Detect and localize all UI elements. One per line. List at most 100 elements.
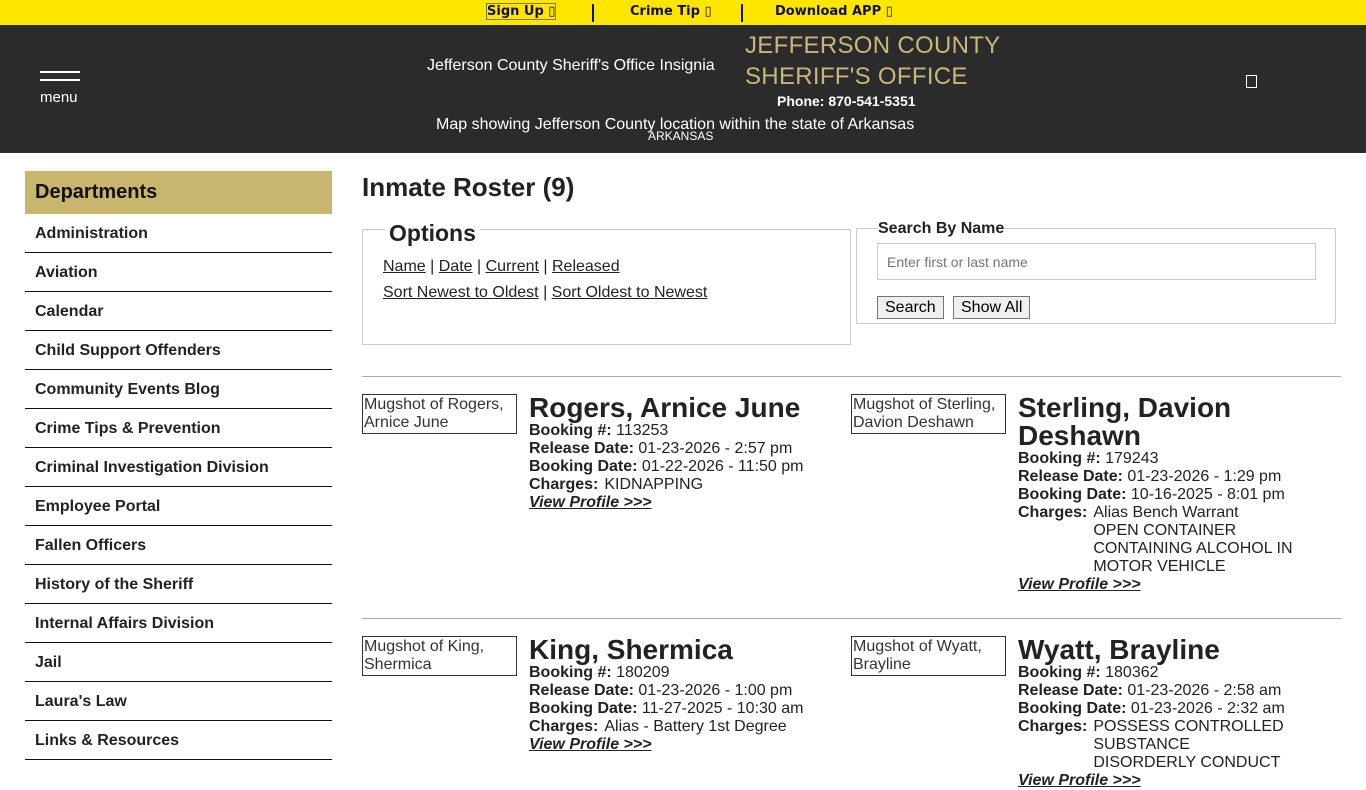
- map-label: ARKANSAS: [648, 129, 714, 143]
- hamburger-icon: [40, 71, 80, 73]
- name-search-input[interactable]: [877, 243, 1316, 280]
- menu-label: menu: [40, 89, 78, 106]
- sidebar-item[interactable]: Crime Tips & Prevention: [25, 409, 332, 448]
- site-header: menu Jefferson County Sheriff's Office I…: [0, 25, 1366, 153]
- inmate-name: King, Shermica: [529, 634, 733, 665]
- sep: |: [425, 258, 439, 275]
- booking-label: Booking #:: [1018, 664, 1101, 681]
- charge: OPEN CONTAINER CONTAINING ALCOHOL IN MOT…: [1093, 522, 1293, 575]
- show-all-button[interactable]: Show All: [953, 296, 1031, 319]
- release-label: Release Date:: [529, 440, 634, 457]
- options-title: Options: [385, 220, 480, 247]
- sidebar-item[interactable]: Employee Portal: [25, 487, 332, 526]
- view-profile-link[interactable]: View Profile >>>: [1018, 772, 1141, 789]
- sep: |: [538, 258, 552, 275]
- sidebar-item[interactable]: Laura's Law: [25, 682, 332, 721]
- phone: Phone: 870-541-5351: [777, 93, 916, 109]
- agency-name[interactable]: JEFFERSON COUNTY SHERIFF'S OFFICE: [745, 30, 1000, 92]
- release-date: 01-23-2026 - 2:58 am: [1127, 682, 1282, 699]
- search-label: Search By Name: [878, 220, 1005, 238]
- booking-number: 113253: [616, 422, 669, 439]
- booking-label: Booking #:: [529, 422, 612, 439]
- sidebar-item[interactable]: Fallen Officers: [25, 526, 332, 565]
- divider: [362, 618, 1341, 619]
- sort-oldest-link[interactable]: Sort Oldest to Newest: [551, 284, 708, 301]
- inmate-name: Sterling, Davion Deshawn: [1018, 392, 1232, 451]
- booking-number: 180209: [616, 664, 670, 681]
- sidebar-item[interactable]: Aviation: [25, 253, 332, 292]
- release-date: 01-23-2026 - 1:29 pm: [1127, 468, 1282, 485]
- map-image: Map showing Jefferson County location wi…: [436, 116, 915, 133]
- divider: [362, 376, 1341, 377]
- menu-button[interactable]: menu: [40, 71, 80, 106]
- divider: [592, 4, 594, 22]
- insignia-image[interactable]: Jefferson County Sheriff's Office Insign…: [427, 57, 715, 74]
- sidebar-item[interactable]: Child Support Offenders: [25, 331, 332, 370]
- charges-label: Charges:: [1018, 504, 1088, 521]
- booking-date: 01-22-2026 - 11:50 pm: [641, 458, 804, 475]
- inmate-name: Wyatt, Brayline: [1018, 634, 1220, 665]
- divider: [741, 4, 743, 22]
- crime-tip-link[interactable]: Crime Tip ▯: [630, 4, 712, 19]
- mugshot-image[interactable]: Mugshot of Wyatt, Brayline: [851, 636, 1006, 676]
- sidebar-item[interactable]: Links & Resources: [25, 721, 332, 760]
- charges-label: Charges:: [529, 718, 599, 735]
- sidebar-item[interactable]: Jail: [25, 643, 332, 682]
- mugshot-image[interactable]: Mugshot of King, Shermica: [362, 636, 517, 676]
- charges-label: Charges:: [529, 476, 599, 493]
- charges-label: Charges:: [1018, 718, 1088, 735]
- hamburger-line: [40, 79, 80, 81]
- sort-newest-link[interactable]: Sort Newest to Oldest: [383, 284, 539, 301]
- booking-date: 10-16-2025 - 8:01 pm: [1130, 486, 1285, 503]
- booking-date-label: Booking Date:: [529, 700, 638, 717]
- charge: POSSESS CONTROLLED SUBSTANCE: [1093, 718, 1284, 753]
- filter-released-link[interactable]: Released: [551, 258, 620, 275]
- sort-name-link[interactable]: Name: [383, 258, 426, 275]
- sep: |: [472, 258, 486, 275]
- search-toggle-icon[interactable]: [1246, 75, 1257, 88]
- view-profile-link[interactable]: View Profile >>>: [529, 736, 652, 753]
- page-title: Inmate Roster (9): [362, 172, 575, 202]
- mugshot-image[interactable]: Mugshot of Sterling, Davion Deshawn: [851, 394, 1006, 434]
- filter-current-link[interactable]: Current: [485, 258, 539, 275]
- booking-date-label: Booking Date:: [1018, 700, 1127, 717]
- booking-date-label: Booking Date:: [1018, 486, 1127, 503]
- sidebar-title: Departments: [25, 171, 332, 214]
- top-bar: Sign Up ▯ Crime Tip ▯ Download APP ▯: [0, 0, 1366, 25]
- options-panel: Options Name | Date | Current | Released…: [362, 220, 851, 345]
- sidebar-item[interactable]: Community Events Blog: [25, 370, 332, 409]
- view-profile-link[interactable]: View Profile >>>: [529, 494, 652, 511]
- sidebar-item[interactable]: Criminal Investigation Division: [25, 448, 332, 487]
- sidebar-item[interactable]: Calendar: [25, 292, 332, 331]
- inmate-name: Rogers, Arnice June: [529, 392, 801, 423]
- sidebar-item[interactable]: History of the Sheriff: [25, 565, 332, 604]
- agency-line2: SHERIFF'S OFFICE: [745, 63, 968, 90]
- sort-date-link[interactable]: Date: [438, 258, 473, 275]
- booking-label: Booking #:: [1018, 450, 1101, 467]
- sep: |: [538, 284, 552, 301]
- sidebar-item[interactable]: Internal Affairs Division: [25, 604, 332, 643]
- download-app-link[interactable]: Download APP ▯: [775, 4, 893, 19]
- view-profile-link[interactable]: View Profile >>>: [1018, 576, 1141, 593]
- agency-line1: JEFFERSON COUNTY: [745, 32, 1001, 59]
- search-button[interactable]: Search: [877, 296, 944, 319]
- release-label: Release Date:: [1018, 468, 1123, 485]
- sidebar-item[interactable]: Administration: [25, 214, 332, 253]
- mugshot-image[interactable]: Mugshot of Rogers, Arnice June: [362, 394, 517, 434]
- booking-label: Booking #:: [529, 664, 612, 681]
- release-date: 01-23-2026 - 2:57 pm: [638, 440, 793, 457]
- release-date: 01-23-2026 - 1:00 pm: [638, 682, 793, 699]
- sign-up-link[interactable]: Sign Up ▯: [485, 3, 557, 20]
- release-label: Release Date:: [529, 682, 634, 699]
- booking-date: 11-27-2025 - 10:30 am: [641, 700, 804, 717]
- charge: DISORDERLY CONDUCT: [1093, 754, 1281, 771]
- booking-number: 179243: [1105, 450, 1159, 467]
- charge: Alias - Battery 1st Degree: [604, 718, 787, 735]
- booking-date: 01-23-2026 - 2:32 am: [1130, 700, 1285, 717]
- charge: Alias Bench Warrant: [1093, 504, 1239, 521]
- release-label: Release Date:: [1018, 682, 1123, 699]
- charge: KIDNAPPING: [604, 476, 704, 493]
- sidebar: Departments Administration Aviation Calend…: [25, 171, 332, 760]
- booking-date-label: Booking Date:: [529, 458, 638, 475]
- search-panel: Search By Name Search Show All: [856, 220, 1336, 324]
